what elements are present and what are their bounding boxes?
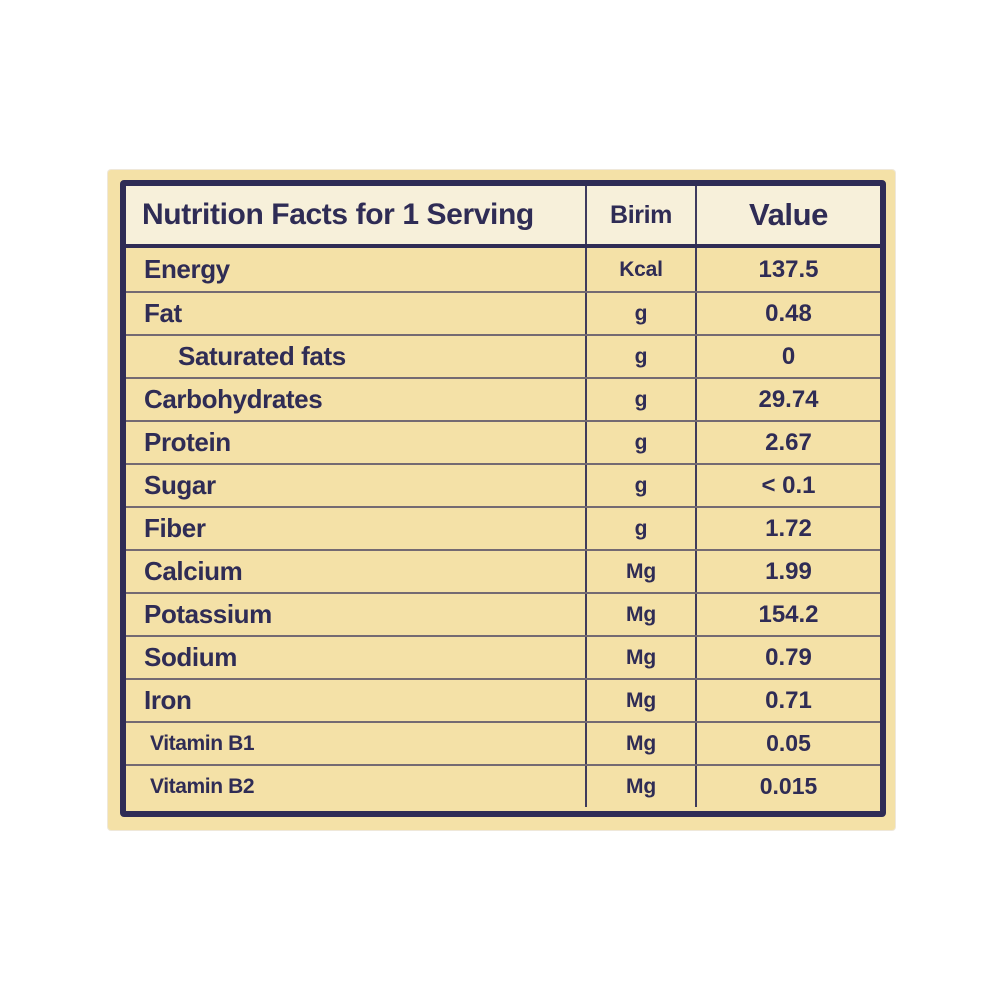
nutrient-value: 154.2 bbox=[695, 594, 880, 635]
nutrient-label: Fat bbox=[144, 298, 182, 328]
nutrient-value: 0.79 bbox=[695, 637, 880, 678]
table-header-row: Nutrition Facts for 1 Serving Birim Valu… bbox=[126, 186, 880, 248]
nutrient-value: 1.72 bbox=[695, 508, 880, 549]
nutrient-label: Calcium bbox=[144, 556, 243, 586]
table-row: Saturated fats g 0 bbox=[126, 334, 880, 377]
nutrient-label: Vitamin B2 bbox=[150, 774, 255, 798]
table-row: Sugar g < 0.1 bbox=[126, 463, 880, 506]
nutrient-unit: g bbox=[585, 336, 695, 377]
table-row: Sodium Mg 0.79 bbox=[126, 635, 880, 678]
nutrient-value: 2.67 bbox=[695, 422, 880, 463]
nutrient-unit: g bbox=[585, 465, 695, 506]
nutrient-label: Sugar bbox=[144, 470, 216, 500]
nutrient-value: 0 bbox=[695, 336, 880, 377]
nutrient-value: 0.015 bbox=[695, 766, 880, 807]
table-body: Energy Kcal 137.5 Fat g 0.48 Saturated fats g 0 C… bbox=[126, 248, 880, 807]
table-row: Energy Kcal 137.5 bbox=[126, 248, 880, 291]
nutrient-value: 0.05 bbox=[695, 723, 880, 764]
nutrient-label: Fiber bbox=[144, 513, 206, 543]
nutrient-label: Sodium bbox=[144, 642, 237, 672]
nutrient-unit: Kcal bbox=[585, 248, 695, 291]
table-row: Vitamin B2 Mg 0.015 bbox=[126, 764, 880, 807]
nutrient-unit: g bbox=[585, 422, 695, 463]
nutrient-unit: g bbox=[585, 293, 695, 334]
nutrient-label: Saturated fats bbox=[178, 341, 346, 371]
nutrient-value: 0.48 bbox=[695, 293, 880, 334]
table-row: Vitamin B1 Mg 0.05 bbox=[126, 721, 880, 764]
nutrient-unit: g bbox=[585, 508, 695, 549]
table-row: Fat g 0.48 bbox=[126, 291, 880, 334]
nutrient-unit: Mg bbox=[585, 723, 695, 764]
nutrient-label: Vitamin B1 bbox=[150, 731, 255, 755]
nutrient-label: Potassium bbox=[144, 599, 272, 629]
nutrition-label-card: Nutrition Facts for 1 Serving Birim Valu… bbox=[108, 170, 895, 830]
nutrient-unit: g bbox=[585, 379, 695, 420]
column-header-value: Value bbox=[695, 186, 880, 244]
nutrient-unit: Mg bbox=[585, 637, 695, 678]
nutrient-label: Protein bbox=[144, 427, 231, 457]
table-row: Fiber g 1.72 bbox=[126, 506, 880, 549]
nutrient-unit: Mg bbox=[585, 680, 695, 721]
nutrient-label: Energy bbox=[144, 254, 230, 284]
nutrient-value: 29.74 bbox=[695, 379, 880, 420]
nutrient-value: 1.99 bbox=[695, 551, 880, 592]
table-row: Calcium Mg 1.99 bbox=[126, 549, 880, 592]
nutrient-value: 137.5 bbox=[695, 248, 880, 291]
table-row: Carbohydrates g 29.74 bbox=[126, 377, 880, 420]
nutrient-value: < 0.1 bbox=[695, 465, 880, 506]
table-row: Iron Mg 0.71 bbox=[126, 678, 880, 721]
nutrient-label: Iron bbox=[144, 685, 192, 715]
table-row: Potassium Mg 154.2 bbox=[126, 592, 880, 635]
nutrient-unit: Mg bbox=[585, 551, 695, 592]
nutrient-label: Carbohydrates bbox=[144, 384, 323, 414]
nutrient-unit: Mg bbox=[585, 594, 695, 635]
table-title: Nutrition Facts for 1 Serving bbox=[142, 198, 534, 231]
column-header-unit: Birim bbox=[585, 186, 695, 244]
nutrient-value: 0.71 bbox=[695, 680, 880, 721]
table-row: Protein g 2.67 bbox=[126, 420, 880, 463]
nutrient-unit: Mg bbox=[585, 766, 695, 807]
nutrition-table: Nutrition Facts for 1 Serving Birim Valu… bbox=[120, 180, 886, 817]
